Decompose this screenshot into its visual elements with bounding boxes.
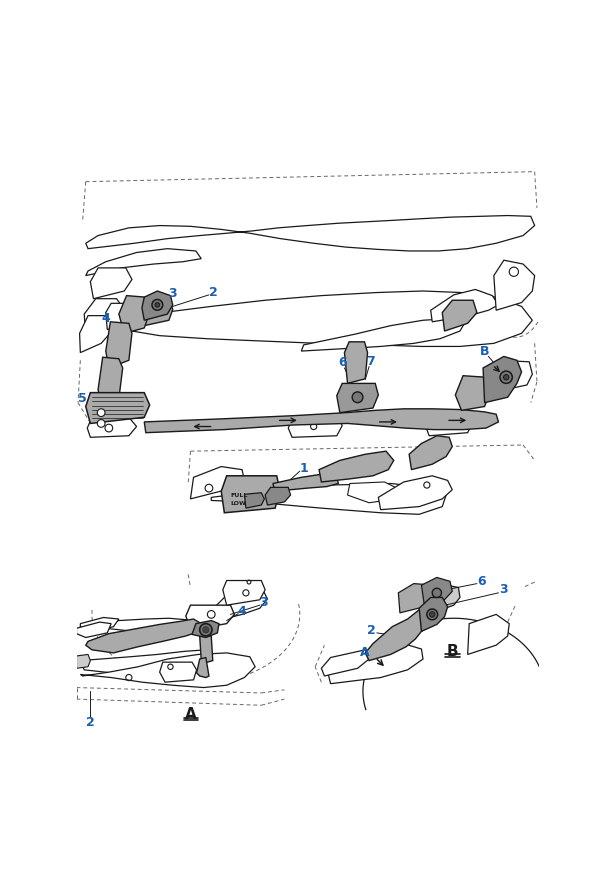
Circle shape	[200, 624, 212, 636]
Polygon shape	[106, 322, 132, 368]
Text: 2: 2	[209, 286, 218, 299]
Circle shape	[430, 612, 435, 617]
Polygon shape	[80, 316, 113, 352]
Text: 3: 3	[499, 583, 508, 596]
Polygon shape	[365, 604, 440, 660]
Polygon shape	[467, 614, 509, 654]
Text: 6: 6	[477, 574, 486, 588]
Polygon shape	[140, 297, 173, 326]
Polygon shape	[200, 635, 213, 662]
Text: 7: 7	[366, 356, 375, 368]
Polygon shape	[288, 416, 342, 437]
Polygon shape	[144, 409, 499, 433]
Polygon shape	[442, 300, 477, 331]
Text: 1: 1	[299, 462, 308, 474]
Text: LOW: LOW	[230, 501, 247, 506]
Polygon shape	[211, 483, 446, 514]
Polygon shape	[209, 585, 268, 622]
Text: 4: 4	[101, 312, 110, 325]
Circle shape	[510, 372, 518, 380]
Polygon shape	[265, 488, 290, 505]
Polygon shape	[301, 319, 466, 351]
Polygon shape	[398, 583, 437, 612]
Polygon shape	[86, 216, 535, 251]
Polygon shape	[455, 376, 491, 411]
Text: A: A	[361, 646, 370, 659]
Polygon shape	[327, 643, 423, 684]
Text: 2: 2	[367, 624, 376, 637]
Polygon shape	[483, 357, 521, 403]
Polygon shape	[91, 268, 132, 299]
Polygon shape	[77, 654, 91, 668]
Polygon shape	[142, 291, 173, 320]
Text: 6: 6	[338, 356, 346, 369]
Polygon shape	[88, 619, 211, 634]
Polygon shape	[337, 383, 379, 412]
Text: FULL: FULL	[230, 493, 248, 497]
Circle shape	[97, 409, 105, 417]
Circle shape	[352, 392, 363, 403]
Text: B: B	[480, 344, 490, 358]
Circle shape	[152, 299, 163, 311]
Polygon shape	[425, 412, 473, 435]
Polygon shape	[244, 493, 265, 508]
Polygon shape	[190, 466, 244, 499]
Polygon shape	[86, 249, 201, 275]
Circle shape	[155, 303, 160, 307]
Text: 4: 4	[238, 604, 247, 618]
Circle shape	[97, 419, 105, 427]
Polygon shape	[434, 585, 460, 612]
Polygon shape	[192, 620, 219, 637]
Polygon shape	[86, 393, 149, 423]
Polygon shape	[80, 653, 255, 688]
Text: A: A	[185, 707, 196, 722]
Circle shape	[203, 627, 209, 633]
Polygon shape	[160, 662, 197, 682]
Polygon shape	[319, 451, 394, 482]
Polygon shape	[347, 482, 400, 503]
Polygon shape	[87, 418, 137, 437]
Polygon shape	[273, 474, 338, 491]
Text: 5: 5	[78, 392, 87, 405]
Polygon shape	[77, 622, 111, 637]
Polygon shape	[80, 650, 209, 674]
Polygon shape	[322, 650, 369, 676]
Polygon shape	[221, 476, 280, 512]
Polygon shape	[80, 618, 119, 631]
Text: 3: 3	[169, 287, 177, 300]
Polygon shape	[419, 597, 448, 631]
Polygon shape	[113, 291, 532, 346]
Polygon shape	[379, 476, 452, 510]
Polygon shape	[494, 260, 535, 311]
Text: 2: 2	[86, 716, 95, 728]
Polygon shape	[496, 360, 532, 391]
Circle shape	[503, 374, 509, 380]
Polygon shape	[106, 304, 154, 329]
Circle shape	[432, 589, 442, 597]
Polygon shape	[223, 581, 265, 605]
Polygon shape	[186, 605, 235, 630]
Polygon shape	[197, 658, 209, 678]
Circle shape	[427, 609, 437, 620]
Polygon shape	[98, 358, 123, 405]
Polygon shape	[409, 435, 452, 470]
Polygon shape	[421, 577, 452, 607]
Polygon shape	[119, 296, 149, 334]
Circle shape	[509, 267, 518, 276]
Polygon shape	[86, 619, 201, 653]
Polygon shape	[84, 299, 127, 334]
Circle shape	[500, 371, 512, 383]
Text: 3: 3	[259, 596, 268, 610]
Polygon shape	[344, 342, 368, 383]
Text: B: B	[446, 644, 458, 658]
Circle shape	[105, 424, 113, 432]
Polygon shape	[431, 289, 499, 322]
